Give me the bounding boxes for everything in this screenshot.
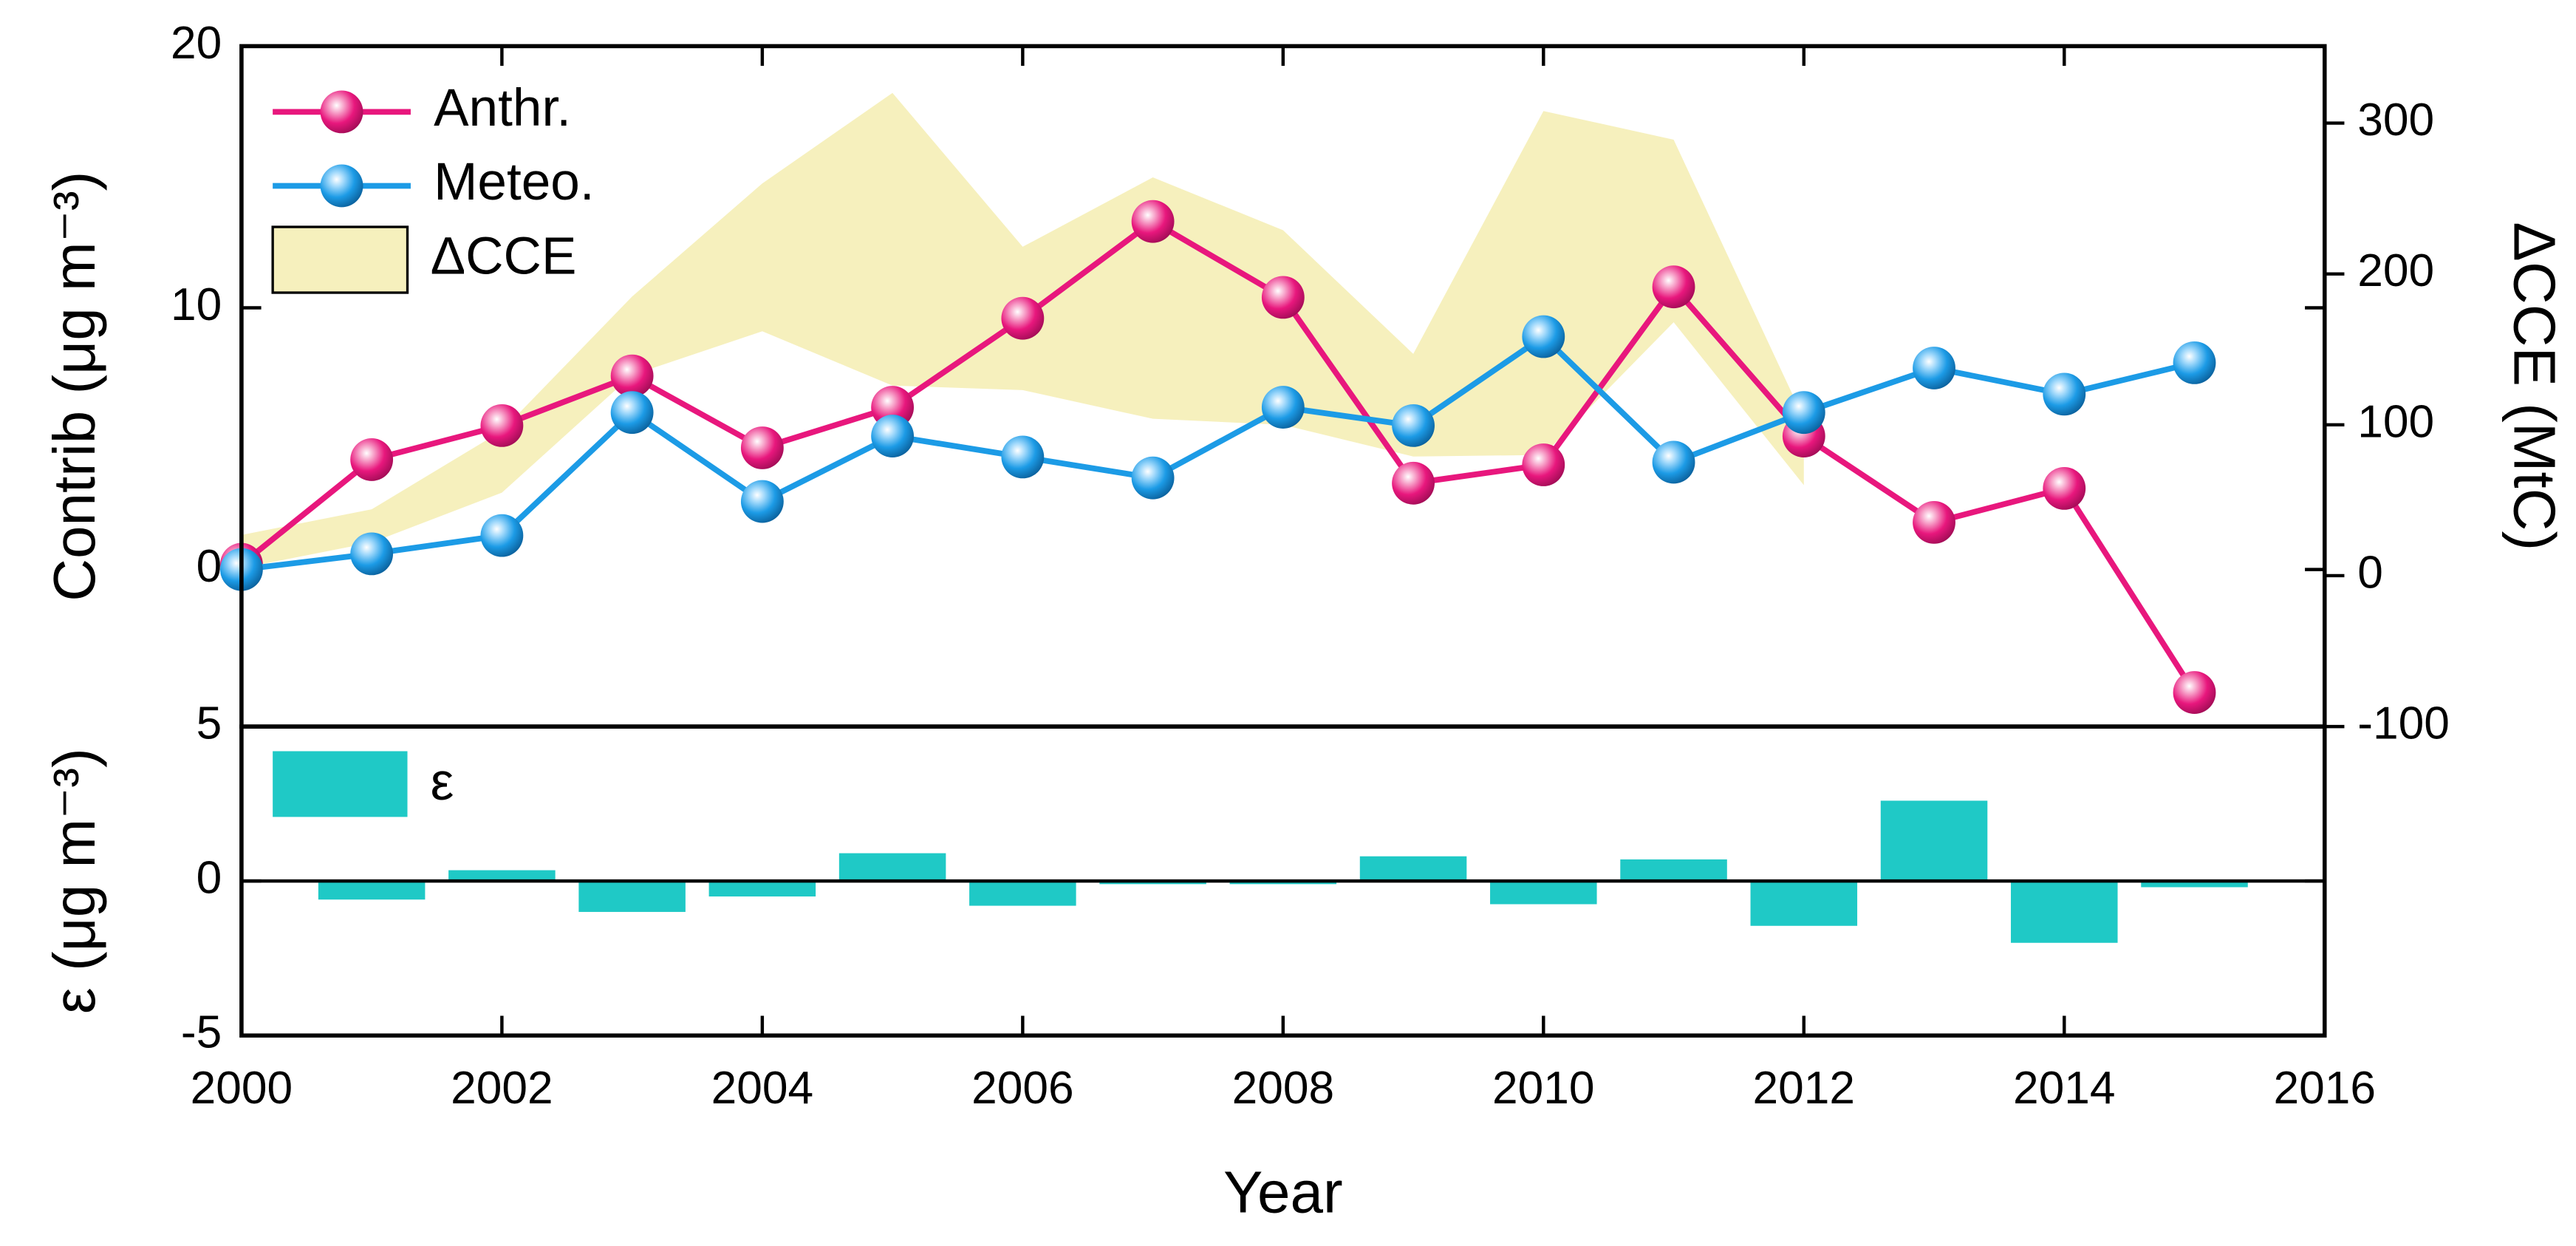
series-marker <box>610 354 654 398</box>
bar <box>318 881 426 900</box>
bar <box>1750 881 1858 926</box>
bar <box>1620 859 1727 882</box>
y-axis-label: Contrib (μg m⁻³) <box>41 171 107 602</box>
series-line <box>241 333 2196 573</box>
series-marker <box>350 532 394 576</box>
x-tick-label: 2008 <box>1232 1063 1334 1114</box>
y2-tick-label: 0 <box>2357 547 2383 598</box>
legend-swatch <box>273 751 408 817</box>
bar <box>708 881 816 897</box>
series-marker <box>1652 440 1695 484</box>
legend-marker <box>320 90 363 134</box>
legend-swatch <box>271 225 409 294</box>
series-marker <box>1131 456 1175 500</box>
series-marker <box>2173 671 2216 714</box>
series-marker <box>2043 466 2086 510</box>
bar <box>969 881 1076 906</box>
legend-marker <box>320 164 363 208</box>
series-line <box>239 218 2197 695</box>
bar <box>2141 881 2248 888</box>
series-marker <box>610 391 654 435</box>
series-marker <box>1392 404 1435 447</box>
series-marker <box>1261 386 1305 429</box>
series-marker <box>2043 372 2086 416</box>
series-marker <box>1001 435 1045 479</box>
series-marker <box>871 415 915 457</box>
legend-label: ε <box>431 753 454 811</box>
series-marker <box>1652 265 1695 309</box>
plot-layer: 0 10 20 -100 0 100 200 300 Anthr. Meteo. ΔCCE Contr… <box>41 18 2568 1225</box>
series-marker <box>480 514 524 557</box>
series-marker <box>480 404 524 447</box>
series-marker <box>1001 296 1045 340</box>
y-tick-label: 0 <box>197 853 222 904</box>
y-tick-label: 0 <box>197 541 222 592</box>
x-tick-label: 2000 <box>191 1063 293 1114</box>
series-marker <box>740 426 784 469</box>
x-tick-label: 2004 <box>711 1063 813 1114</box>
y-axis-label: ε (μg m⁻³) <box>41 748 107 1014</box>
series-marker <box>2173 341 2216 384</box>
series-marker <box>1131 200 1175 243</box>
series-marker <box>1522 443 1565 486</box>
y-tick-label: 20 <box>171 18 222 69</box>
series-marker <box>1782 391 1825 435</box>
x-tick-label: 2012 <box>1753 1063 1855 1114</box>
x-tick-label: 2002 <box>451 1063 553 1114</box>
x-tick-label: 2016 <box>2274 1063 2376 1114</box>
bar <box>838 853 946 882</box>
x-tick-label: 2006 <box>971 1063 1073 1114</box>
bar <box>1880 800 1988 882</box>
legend-label: Meteo. <box>434 153 595 211</box>
y2-tick-label: -100 <box>2357 698 2450 749</box>
y-tick-label: 5 <box>197 698 222 749</box>
plot-frame <box>239 724 2327 1038</box>
x-axis-label: Year <box>1223 1159 1343 1225</box>
series-marker <box>1392 461 1435 505</box>
x-tick-label: 2010 <box>1492 1063 1594 1114</box>
bar <box>448 870 556 882</box>
series-marker <box>1522 315 1565 358</box>
series-marker <box>1913 347 1955 389</box>
y2-axis-label: ΔCCE (MtC) <box>2502 222 2568 551</box>
y2-tick-label: 200 <box>2357 245 2434 296</box>
bar <box>578 881 686 912</box>
y2-tick-label: 100 <box>2357 396 2434 447</box>
y2-tick-label: 300 <box>2357 95 2434 146</box>
series-marker <box>1913 500 1955 544</box>
series-marker <box>1261 276 1305 319</box>
x-tick-label: 2014 <box>2013 1063 2115 1114</box>
legend-label: Anthr. <box>434 79 571 137</box>
series-marker <box>740 480 784 523</box>
y-tick-label: 10 <box>171 279 222 330</box>
bar <box>1490 881 1597 905</box>
y-tick-label: -5 <box>181 1007 222 1058</box>
legend-label: ΔCCE <box>431 227 577 285</box>
series-marker <box>350 438 394 481</box>
bar <box>1359 856 1467 882</box>
bar <box>2011 881 2118 943</box>
